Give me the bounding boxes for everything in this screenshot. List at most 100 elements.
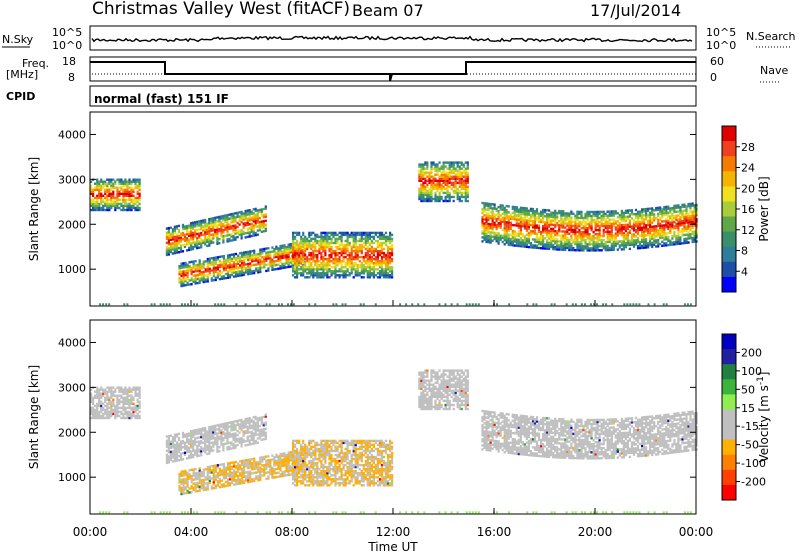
velocity-echo-cell [90,392,93,395]
power-echo-cell [250,226,253,230]
power-echo-cell [462,163,465,166]
power-echo-cell [448,171,451,174]
power-echo-cell [254,213,257,217]
power-echo-cell [258,229,261,232]
velocity-echo-cell [218,429,221,433]
power-echo-cell [562,236,565,239]
power-echo-cell [175,247,179,250]
power-echo-cell [647,223,650,227]
power-echo-cell [356,268,359,271]
power-echo-cell [517,244,520,248]
power-echo-cell [94,188,97,191]
power-echo-cell [352,262,355,265]
power-echo-cell [483,222,486,225]
power-echo-cell [542,247,545,250]
power-echo-cell [134,198,137,202]
power-echo-cell [550,243,553,247]
power-echo-cell [460,181,463,184]
velocity-echo-cell [100,388,103,391]
power-echo-cell [232,261,236,264]
power-echo-cell [446,193,449,197]
power-echo-cell [208,267,211,270]
power-echo-cell [180,264,183,267]
power-echo-cell [513,230,516,233]
power-echo-cell [108,192,111,195]
power-echo-cell [525,209,528,212]
power-echo-cell [548,229,551,232]
power-echo-cell [224,272,227,276]
power-echo-cell [495,213,498,217]
velocity-echo-cell [188,454,191,458]
power-echo-cell [434,199,437,203]
power-echo-cell [204,260,207,263]
power-echo-cell [173,243,176,247]
power-echo-cell [98,188,101,191]
power-echo-cell [368,276,371,279]
power-echo-cell [244,222,247,225]
power-echo-cell [608,240,611,244]
power-echo-cell [418,165,421,168]
power-echo-cell [183,233,187,236]
velocity-echo-cell [214,442,217,446]
y-tick-label: 3000 [58,173,86,186]
velocity-echo-cell [118,414,121,418]
power-echo-cell [665,244,668,247]
power-echo-cell [186,265,189,268]
power-echo-cell [182,264,185,267]
power-echo-cell [384,266,388,269]
power-echo-cell [517,216,520,219]
power-echo-cell [505,233,508,236]
power-echo-cell [489,204,492,208]
power-echo-cell [564,244,567,247]
power-echo-cell [521,223,524,226]
power-echo-cell [239,264,242,267]
power-echo-cell [391,272,394,275]
power-echo-cell [222,214,225,218]
velocity-echo-cell [106,386,109,389]
velocity-echo-cell [118,410,121,414]
power-echo-cell [196,236,199,240]
power-echo-cell [681,215,684,219]
power-echo-cell [466,175,469,178]
velocity-echo-cell [128,412,131,416]
velocity-echo-cell [114,404,117,408]
power-echo-cell [450,171,453,174]
power-echo-cell [120,188,123,191]
power-echo-cell [298,260,301,263]
power-echo-cell [600,220,603,224]
power-echo-cell [580,216,583,220]
velocity-echo-cell [218,423,221,427]
power-echo-cell [608,232,611,235]
power-echo-cell [200,223,203,227]
power-echo-cell [588,239,591,242]
power-echo-cell [576,226,579,230]
power-echo-cell [196,244,199,248]
power-echo-cell [608,226,611,229]
power-echo-cell [689,235,692,238]
power-echo-cell [556,234,559,237]
power-echo-cell [297,257,300,261]
power-echo-cell [178,281,181,284]
power-echo-cell [310,268,313,271]
power-echo-cell [310,251,313,255]
power-echo-cell [568,228,571,231]
power-echo-cell [598,239,601,242]
power-echo-cell [509,237,512,241]
power-echo-cell [632,233,636,236]
velocity-echo-cell [196,430,199,434]
power-echo-cell [673,243,676,246]
power-echo-cell [598,245,601,248]
power-echo-cell [436,179,439,182]
power-echo-cell [281,266,284,270]
power-echo-cell [424,191,427,195]
power-echo-cell [588,222,591,226]
power-echo-cell [600,239,603,242]
velocity-echo-cell [138,392,141,395]
power-echo-cell [523,239,526,242]
power-echo-cell [186,275,189,278]
velocity-echo-cell [130,388,133,391]
power-echo-cell [661,228,664,231]
power-echo-cell [318,264,321,267]
power-echo-cell [584,226,587,230]
power-echo-cell [602,216,605,220]
